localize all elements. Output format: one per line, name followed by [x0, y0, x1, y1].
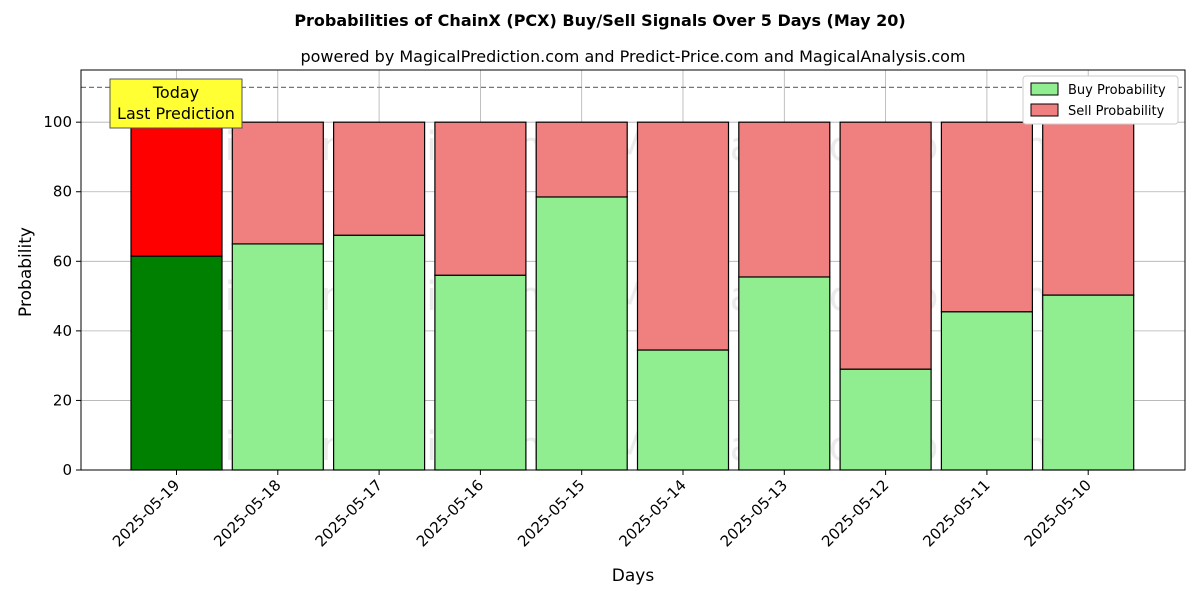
bar-sell — [130, 121, 223, 257]
legend-label-buy: Buy Probability — [1068, 83, 1166, 98]
y-tick-label: 60 — [53, 252, 72, 270]
y-ticks: 0 20 40 60 80 100 — [43, 113, 81, 479]
bar-sell — [636, 121, 730, 351]
bar-buy — [1042, 294, 1135, 471]
today-annotation: Today Last Prediction — [109, 78, 243, 129]
bar-buy — [434, 274, 527, 471]
y-tick-label: 100 — [43, 113, 72, 131]
x-tick-label: 2025-05-14 — [615, 476, 689, 550]
bars — [130, 121, 1135, 471]
bar-buy — [333, 234, 426, 471]
bar-sell — [738, 121, 831, 278]
bar-buy — [130, 255, 223, 471]
bar-sell — [839, 121, 932, 370]
bar-buy — [839, 368, 932, 471]
legend-swatch-buy — [1030, 82, 1059, 96]
chart-title: Probabilities of ChainX (PCX) Buy/Sell S… — [294, 11, 905, 30]
bar-sell — [231, 121, 324, 245]
legend-swatch-sell — [1030, 103, 1059, 117]
y-tick-label: 80 — [53, 183, 72, 201]
legend-label-sell: Sell Probability — [1068, 104, 1165, 119]
y-tick-label: 40 — [53, 322, 72, 340]
x-tick-label: 2025-05-18 — [210, 476, 284, 550]
bar-sell — [333, 121, 426, 236]
y-tick-label: 20 — [53, 391, 72, 409]
x-tick-label: 2025-05-17 — [312, 476, 386, 550]
bar-sell — [535, 121, 628, 198]
x-tick-label: 2025-05-12 — [818, 476, 892, 550]
annotation-line1: Today — [152, 83, 199, 102]
bar-sell — [434, 121, 527, 276]
annotation-box — [109, 78, 243, 129]
bar-sell — [940, 121, 1034, 313]
legend: Buy Probability Sell Probability — [1022, 75, 1179, 125]
x-tick-label: 2025-05-10 — [1021, 476, 1095, 550]
x-ticks: 2025-05-19 2025-05-18 2025-05-17 2025-05-16… — [109, 470, 1095, 550]
annotation-line2: Last Prediction — [117, 104, 235, 123]
y-axis-label: Probability — [16, 227, 36, 317]
x-tick-label: 2025-05-19 — [109, 476, 183, 550]
x-tick-label: 2025-05-11 — [919, 476, 993, 550]
bar-buy — [636, 349, 730, 471]
bar-buy — [940, 311, 1034, 471]
x-tick-label: 2025-05-16 — [413, 476, 487, 550]
bar-sell — [1042, 121, 1135, 296]
x-tick-label: 2025-05-13 — [717, 476, 791, 550]
y-tick-label: 0 — [62, 461, 72, 479]
bar-buy — [738, 276, 831, 471]
x-axis-label: Days — [612, 566, 655, 586]
chart-subtitle: powered by MagicalPrediction.com and Pre… — [300, 47, 965, 66]
bar-buy — [535, 196, 628, 471]
bar-buy — [231, 243, 324, 471]
legend-box — [1022, 75, 1179, 125]
plot-frame — [80, 69, 1186, 471]
x-tick-label: 2025-05-15 — [514, 476, 588, 550]
